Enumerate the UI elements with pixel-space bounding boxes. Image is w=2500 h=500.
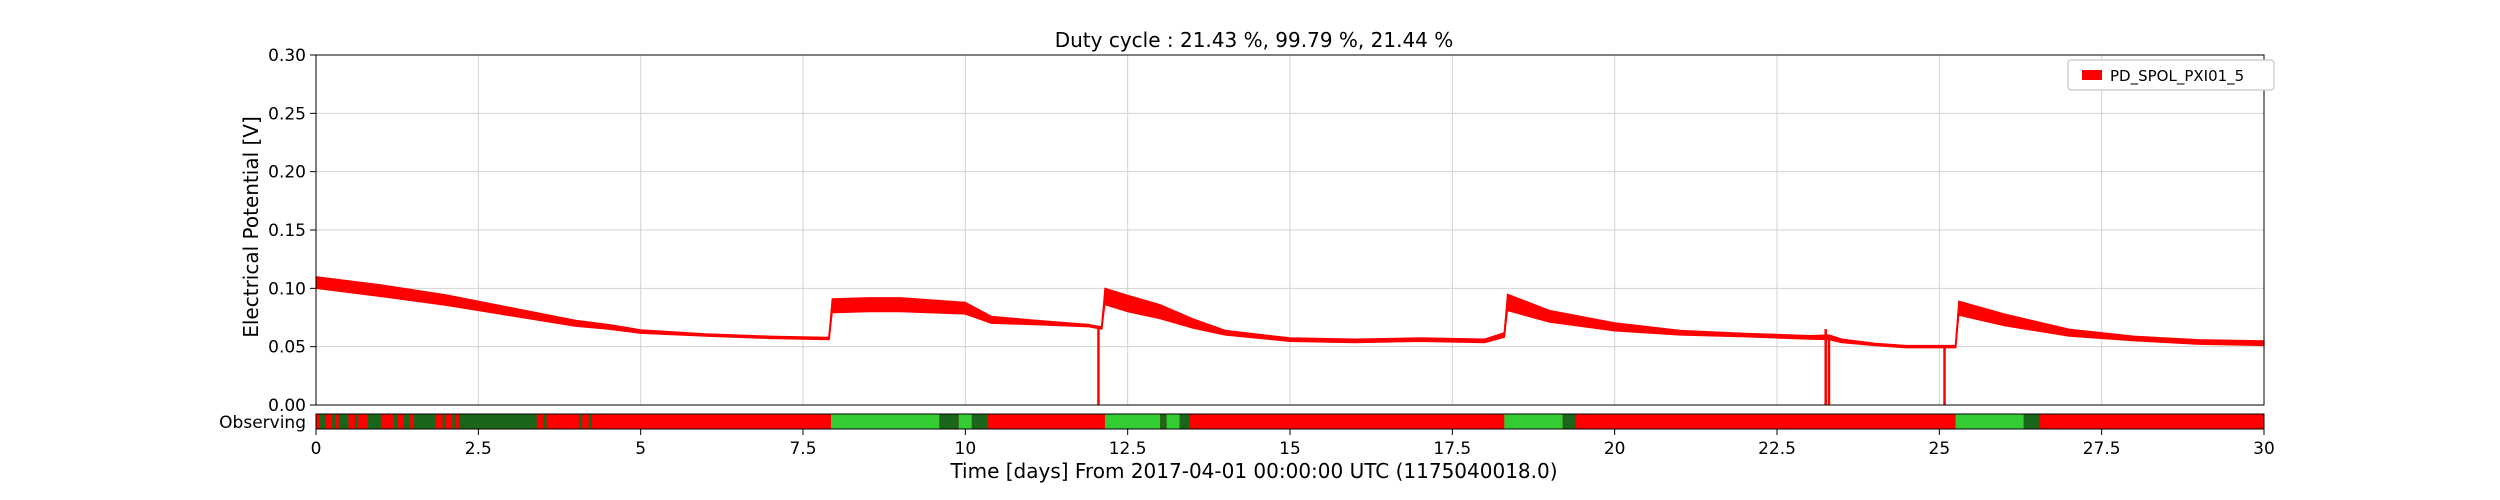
x-tick-label: 15 xyxy=(1279,439,1301,459)
state-on-segment xyxy=(1104,414,1161,429)
x-tick-label: 10 xyxy=(955,439,977,459)
state-bar xyxy=(315,413,2265,430)
state-on-segment xyxy=(543,414,547,429)
x-tick-label: 5 xyxy=(635,439,646,459)
y-tick-label: 0.25 xyxy=(268,104,306,124)
state-on-segment xyxy=(332,414,336,429)
state-on-segment xyxy=(413,414,437,429)
state-on-segment xyxy=(939,414,959,429)
state-off-band xyxy=(316,414,2264,429)
state-on-segment xyxy=(338,414,349,429)
axes: 0.00 0.05 0.10 0.15 0.20 0.25 0.30 0 2.5 5 7.5 10 12… xyxy=(268,46,2275,459)
y-tick-label: 0.10 xyxy=(268,279,306,299)
legend-frame xyxy=(2067,59,2275,91)
state-on-segment xyxy=(393,414,398,429)
state-on-segment xyxy=(458,414,537,429)
state-on-segment xyxy=(958,414,972,429)
x-tick-label: 27.5 xyxy=(2083,439,2121,459)
y-tick-label: 0.00 xyxy=(268,396,306,416)
x-tick-label: 30 xyxy=(2253,439,2275,459)
state-on-segment xyxy=(830,414,940,429)
state-on-segment xyxy=(588,414,592,429)
x-axis-label: Time [days] From 2017-04-01 00:00:00 UTC… xyxy=(949,459,1557,483)
state-on-segment xyxy=(2023,414,2040,429)
state-on-segment xyxy=(1160,414,1167,429)
state-on-segment xyxy=(578,414,583,429)
legend-swatch xyxy=(2082,70,2102,80)
y-axis-label: Electrical Potential [V] xyxy=(239,116,263,338)
state-on-segment xyxy=(367,414,381,429)
x-tick-label: 7.5 xyxy=(789,439,816,459)
y-tick-label: 0.15 xyxy=(268,221,306,241)
state-bar-label: Observing xyxy=(219,413,306,433)
state-on-segment xyxy=(442,414,446,429)
legend-label: PD_SPOL_PXI01_5 xyxy=(2110,67,2244,86)
state-on-segment xyxy=(1179,414,1190,429)
state-frame xyxy=(315,413,2265,430)
x-tick-label: 25 xyxy=(1929,439,1951,459)
y-tick-label: 0.30 xyxy=(268,46,306,66)
x-tick-label: 12.5 xyxy=(1109,439,1147,459)
state-on-segment xyxy=(971,414,989,429)
y-tick-label: 0.05 xyxy=(268,338,306,358)
x-tick-label: 20 xyxy=(1604,439,1626,459)
x-tick-label: 17.5 xyxy=(1433,439,1471,459)
state-on-segment xyxy=(403,414,411,429)
x-tick-label: 0 xyxy=(311,439,322,459)
x-tick-label: 2.5 xyxy=(465,439,492,459)
state-on-segment xyxy=(1562,414,1576,429)
y-tick-label: 0.20 xyxy=(268,163,306,183)
state-on-segment xyxy=(1166,414,1180,429)
series-line xyxy=(315,281,2265,348)
state-on-segment xyxy=(1955,414,2024,429)
state-on-segment xyxy=(452,414,456,429)
state-on-segment xyxy=(354,414,359,429)
x-tick-label: 22.5 xyxy=(1758,439,1796,459)
chart-title: Duty cycle : 21.43 %, 99.79 %, 21.44 % xyxy=(1055,28,1454,52)
state-on-segment xyxy=(319,414,326,429)
legend: PD_SPOL_PXI01_5 xyxy=(2067,59,2275,91)
state-on-segment xyxy=(1504,414,1563,429)
